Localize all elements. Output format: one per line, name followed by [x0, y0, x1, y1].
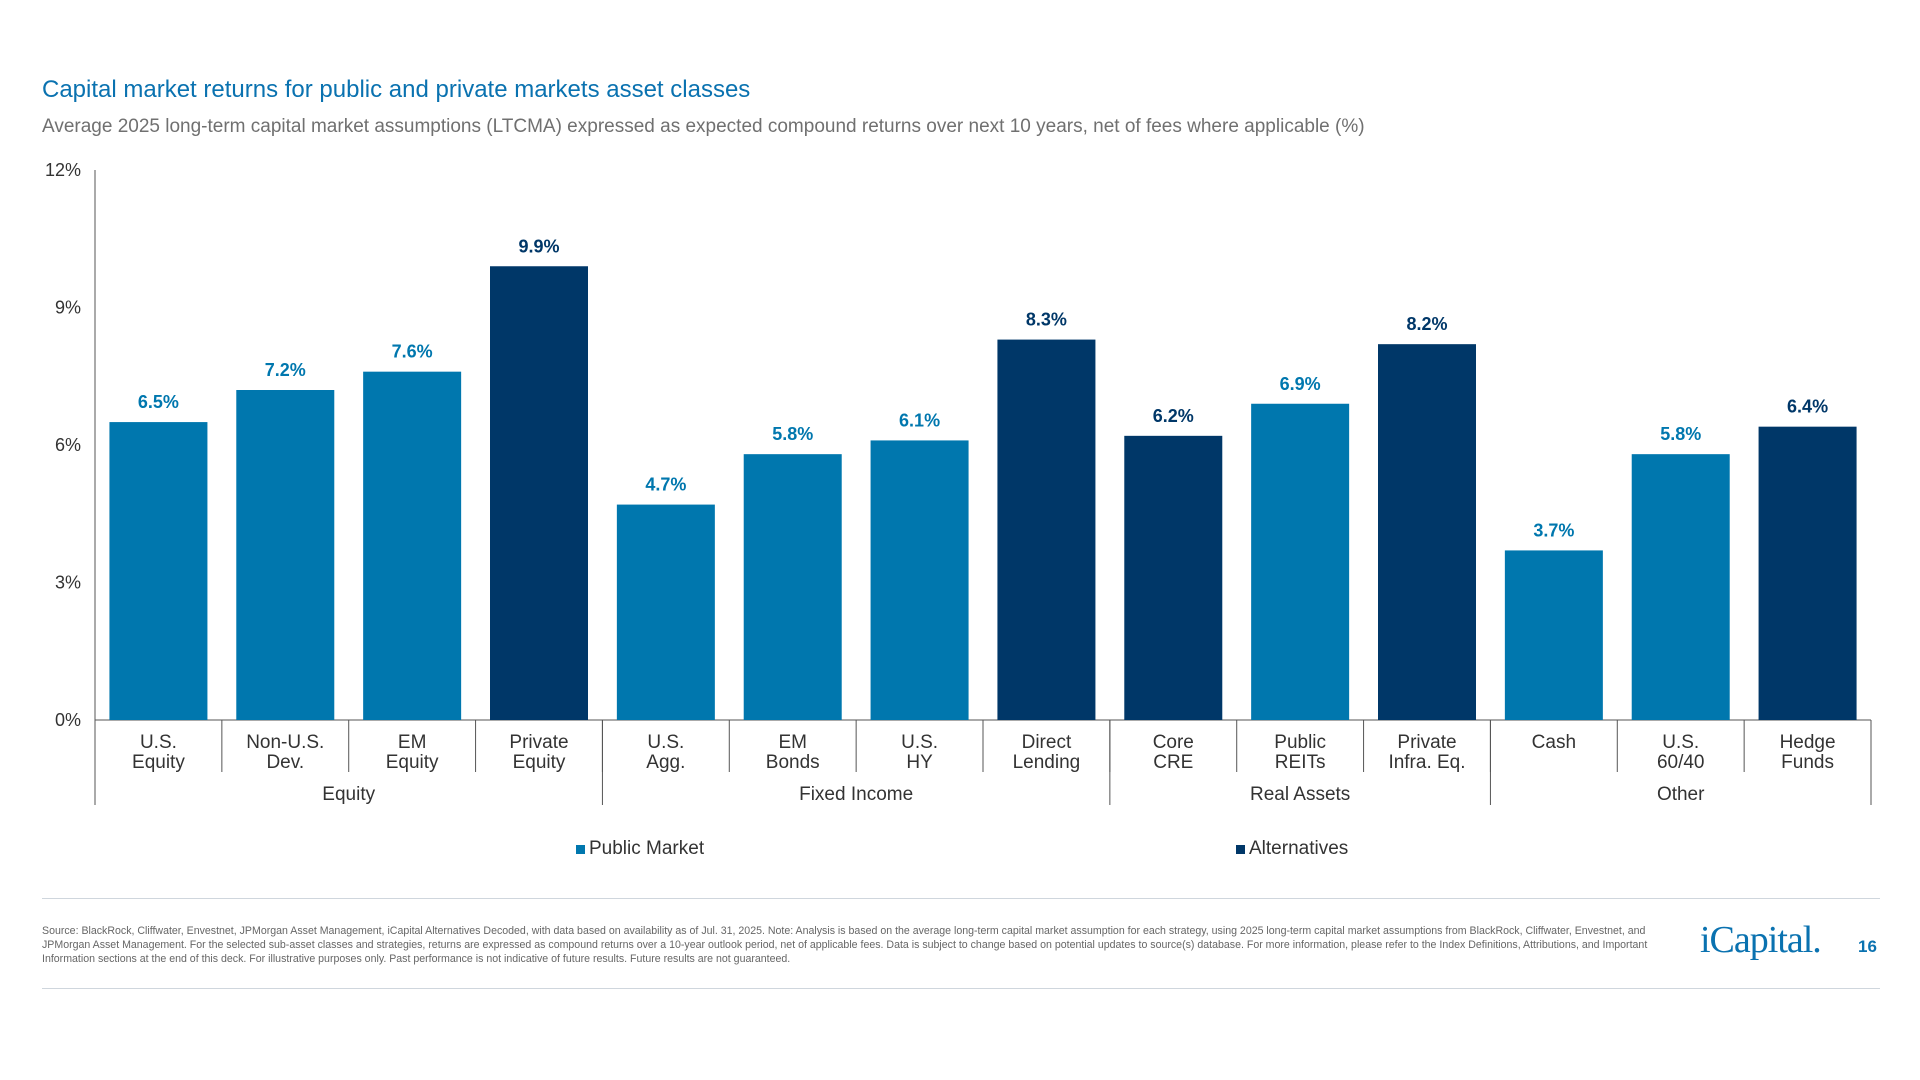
- x-tick-label: Non-U.S.: [246, 732, 324, 753]
- page-number: 16: [1858, 937, 1877, 956]
- x-tick-label: HY: [906, 752, 933, 773]
- x-tick-label: Equity: [513, 752, 566, 773]
- x-tick-label: EM: [398, 732, 427, 753]
- data-label: 9.9%: [518, 236, 559, 256]
- bar: [870, 440, 969, 720]
- data-label: 6.9%: [1280, 374, 1321, 394]
- x-tick-label: 60/40: [1657, 752, 1705, 773]
- data-label: 7.2%: [265, 360, 306, 380]
- x-tick-label: Equity: [386, 752, 439, 773]
- icapital-logo: iCapital.: [1700, 919, 1822, 961]
- y-tick-label: 9%: [55, 298, 81, 318]
- data-label: 7.6%: [392, 342, 433, 362]
- group-label: Real Assets: [1250, 784, 1350, 805]
- x-tick-label: Core: [1153, 732, 1194, 753]
- x-tick-label: REITs: [1275, 752, 1326, 773]
- legend-swatch: [576, 844, 585, 854]
- bar: [616, 504, 715, 720]
- data-label: 6.2%: [1153, 406, 1194, 426]
- x-tick-label: Private: [509, 732, 568, 753]
- x-tick-label: Private: [1397, 732, 1456, 753]
- data-label: 3.7%: [1533, 520, 1574, 540]
- x-tick-label: Equity: [132, 752, 185, 773]
- bar: [109, 422, 208, 720]
- data-label: 8.3%: [1026, 310, 1067, 330]
- data-label: 5.8%: [1660, 424, 1701, 444]
- bar: [363, 371, 462, 720]
- legend-swatch: [1236, 844, 1245, 854]
- chart-subtitle: Average 2025 long-term capital market as…: [42, 116, 1365, 137]
- divider: [42, 988, 1880, 989]
- group-label: Equity: [322, 784, 375, 805]
- bar: [236, 390, 335, 720]
- x-tick-label: Agg.: [646, 752, 685, 773]
- group-label: Fixed Income: [799, 784, 913, 805]
- x-tick-label: Cash: [1532, 732, 1576, 753]
- x-tick-label: Lending: [1013, 752, 1081, 773]
- bar: [1631, 454, 1730, 720]
- x-tick-label: U.S.: [901, 732, 938, 753]
- x-tick-label: U.S.: [1662, 732, 1699, 753]
- x-tick-label: Hedge: [1780, 732, 1836, 753]
- bar: [743, 454, 842, 720]
- y-tick-label: 12%: [45, 160, 81, 180]
- x-tick-label: EM: [778, 732, 807, 753]
- data-label: 5.8%: [772, 424, 813, 444]
- x-tick-label: Dev.: [266, 752, 304, 773]
- x-tick-label: Funds: [1781, 752, 1834, 773]
- x-tick-label: Direct: [1022, 732, 1072, 753]
- bar-chart: 0%3%6%9%12%6.5%U.S.Equity7.2%Non-U.S.Dev…: [45, 160, 1872, 805]
- x-tick-label: Public: [1274, 732, 1326, 753]
- y-tick-label: 6%: [55, 435, 81, 455]
- data-label: 6.5%: [138, 392, 179, 412]
- x-tick-label: U.S.: [140, 732, 177, 753]
- legend-label: Public Market: [589, 838, 705, 859]
- x-tick-label: CRE: [1153, 752, 1193, 773]
- data-label: 6.1%: [899, 410, 940, 430]
- data-label: 8.2%: [1406, 314, 1447, 334]
- x-tick-label: Infra. Eq.: [1388, 752, 1465, 773]
- x-tick-label: Bonds: [766, 752, 820, 773]
- legend-public-market: Public Market: [576, 838, 704, 860]
- bar: [490, 266, 588, 720]
- divider: [42, 898, 1880, 899]
- y-tick-label: 3%: [55, 573, 81, 593]
- bar: [1758, 426, 1857, 720]
- group-label: Other: [1657, 784, 1705, 805]
- bar: [1124, 435, 1223, 720]
- footnote: Source: BlackRock, Cliffwater, Envestnet…: [42, 925, 1648, 965]
- data-label: 6.4%: [1787, 397, 1828, 417]
- bar: [997, 339, 1096, 720]
- legend-label: Alternatives: [1249, 838, 1349, 859]
- data-label: 4.7%: [645, 475, 686, 495]
- bar: [1251, 403, 1350, 720]
- bar: [1504, 550, 1603, 720]
- legend-alternatives: Alternatives: [1236, 838, 1348, 860]
- chart-title: Capital market returns for public and pr…: [42, 76, 751, 103]
- bar: [1378, 344, 1476, 720]
- y-tick-label: 0%: [55, 710, 81, 730]
- x-tick-label: U.S.: [647, 732, 684, 753]
